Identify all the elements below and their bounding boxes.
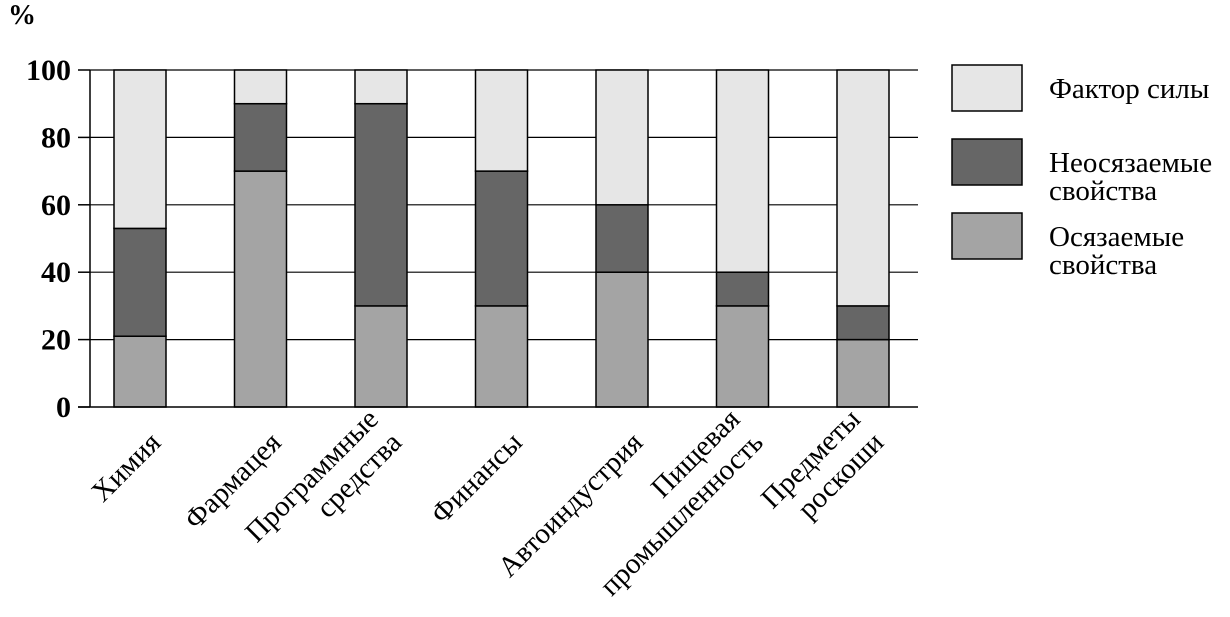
bar-segment-c6-s0 bbox=[836, 338, 890, 408]
legend: Фактор силыНеосязаемыесвойстваОсязаемыес… bbox=[951, 64, 1212, 281]
bar-segment-c3-s0 bbox=[474, 305, 529, 408]
bar-segment-c5-s1 bbox=[715, 271, 770, 307]
bar-segment-c1-s2 bbox=[233, 69, 288, 105]
y-tick-label-80: 80 bbox=[41, 121, 71, 154]
bar-segment-c1-s1 bbox=[233, 102, 288, 172]
x-category-label-3: Финансы bbox=[425, 426, 529, 530]
bar-segment-c2-s2 bbox=[354, 69, 408, 105]
bar-segment-c6-s2 bbox=[836, 69, 890, 307]
y-tick-label-20: 20 bbox=[41, 324, 71, 357]
x-category-label-0: Химия bbox=[85, 426, 167, 508]
y-tick-label-0: 0 bbox=[56, 391, 71, 424]
x-category-label-line: Финансы bbox=[425, 426, 529, 530]
bar-segment-c3-s2 bbox=[474, 69, 529, 172]
legend-label-0: Осязаемые bbox=[1049, 221, 1184, 253]
bars bbox=[113, 69, 890, 408]
y-tick-label-40: 40 bbox=[41, 256, 71, 289]
legend-swatch-0 bbox=[951, 212, 1023, 260]
y-tick-label-60: 60 bbox=[41, 189, 71, 222]
legend-label-1: Неосязаемые bbox=[1049, 147, 1212, 179]
bar-segment-c4-s1 bbox=[595, 204, 649, 273]
bar-segment-c5-s2 bbox=[715, 69, 770, 273]
bar-segment-c2-s1 bbox=[354, 102, 408, 307]
bar-segment-c6-s1 bbox=[836, 305, 890, 341]
axes bbox=[78, 69, 918, 408]
bar-segment-c0-s0 bbox=[113, 335, 167, 408]
bar-segment-c5-s0 bbox=[715, 305, 770, 408]
bar-segment-c3-s1 bbox=[474, 170, 529, 307]
legend-label-1: свойства bbox=[1049, 175, 1157, 207]
bar-segment-c0-s1 bbox=[113, 227, 167, 337]
x-category-label-line: Химия bbox=[85, 426, 167, 508]
legend-swatch-2 bbox=[951, 64, 1023, 112]
bar-segment-c4-s2 bbox=[595, 69, 649, 206]
legend-label-2: Фактор силы bbox=[1049, 73, 1209, 105]
y-tick-labels: 0 20 40 60 80 100 bbox=[26, 54, 71, 424]
legend-swatch-1 bbox=[951, 138, 1023, 186]
legend-label-0: свойства bbox=[1049, 249, 1157, 281]
bar-segment-c4-s0 bbox=[595, 271, 649, 408]
y-axis-unit-label: % bbox=[8, 0, 36, 31]
bar-segment-c1-s0 bbox=[233, 170, 288, 408]
bar-segment-c0-s2 bbox=[113, 69, 167, 230]
bar-segment-c2-s0 bbox=[354, 305, 408, 408]
y-tick-label-100: 100 bbox=[26, 54, 71, 87]
